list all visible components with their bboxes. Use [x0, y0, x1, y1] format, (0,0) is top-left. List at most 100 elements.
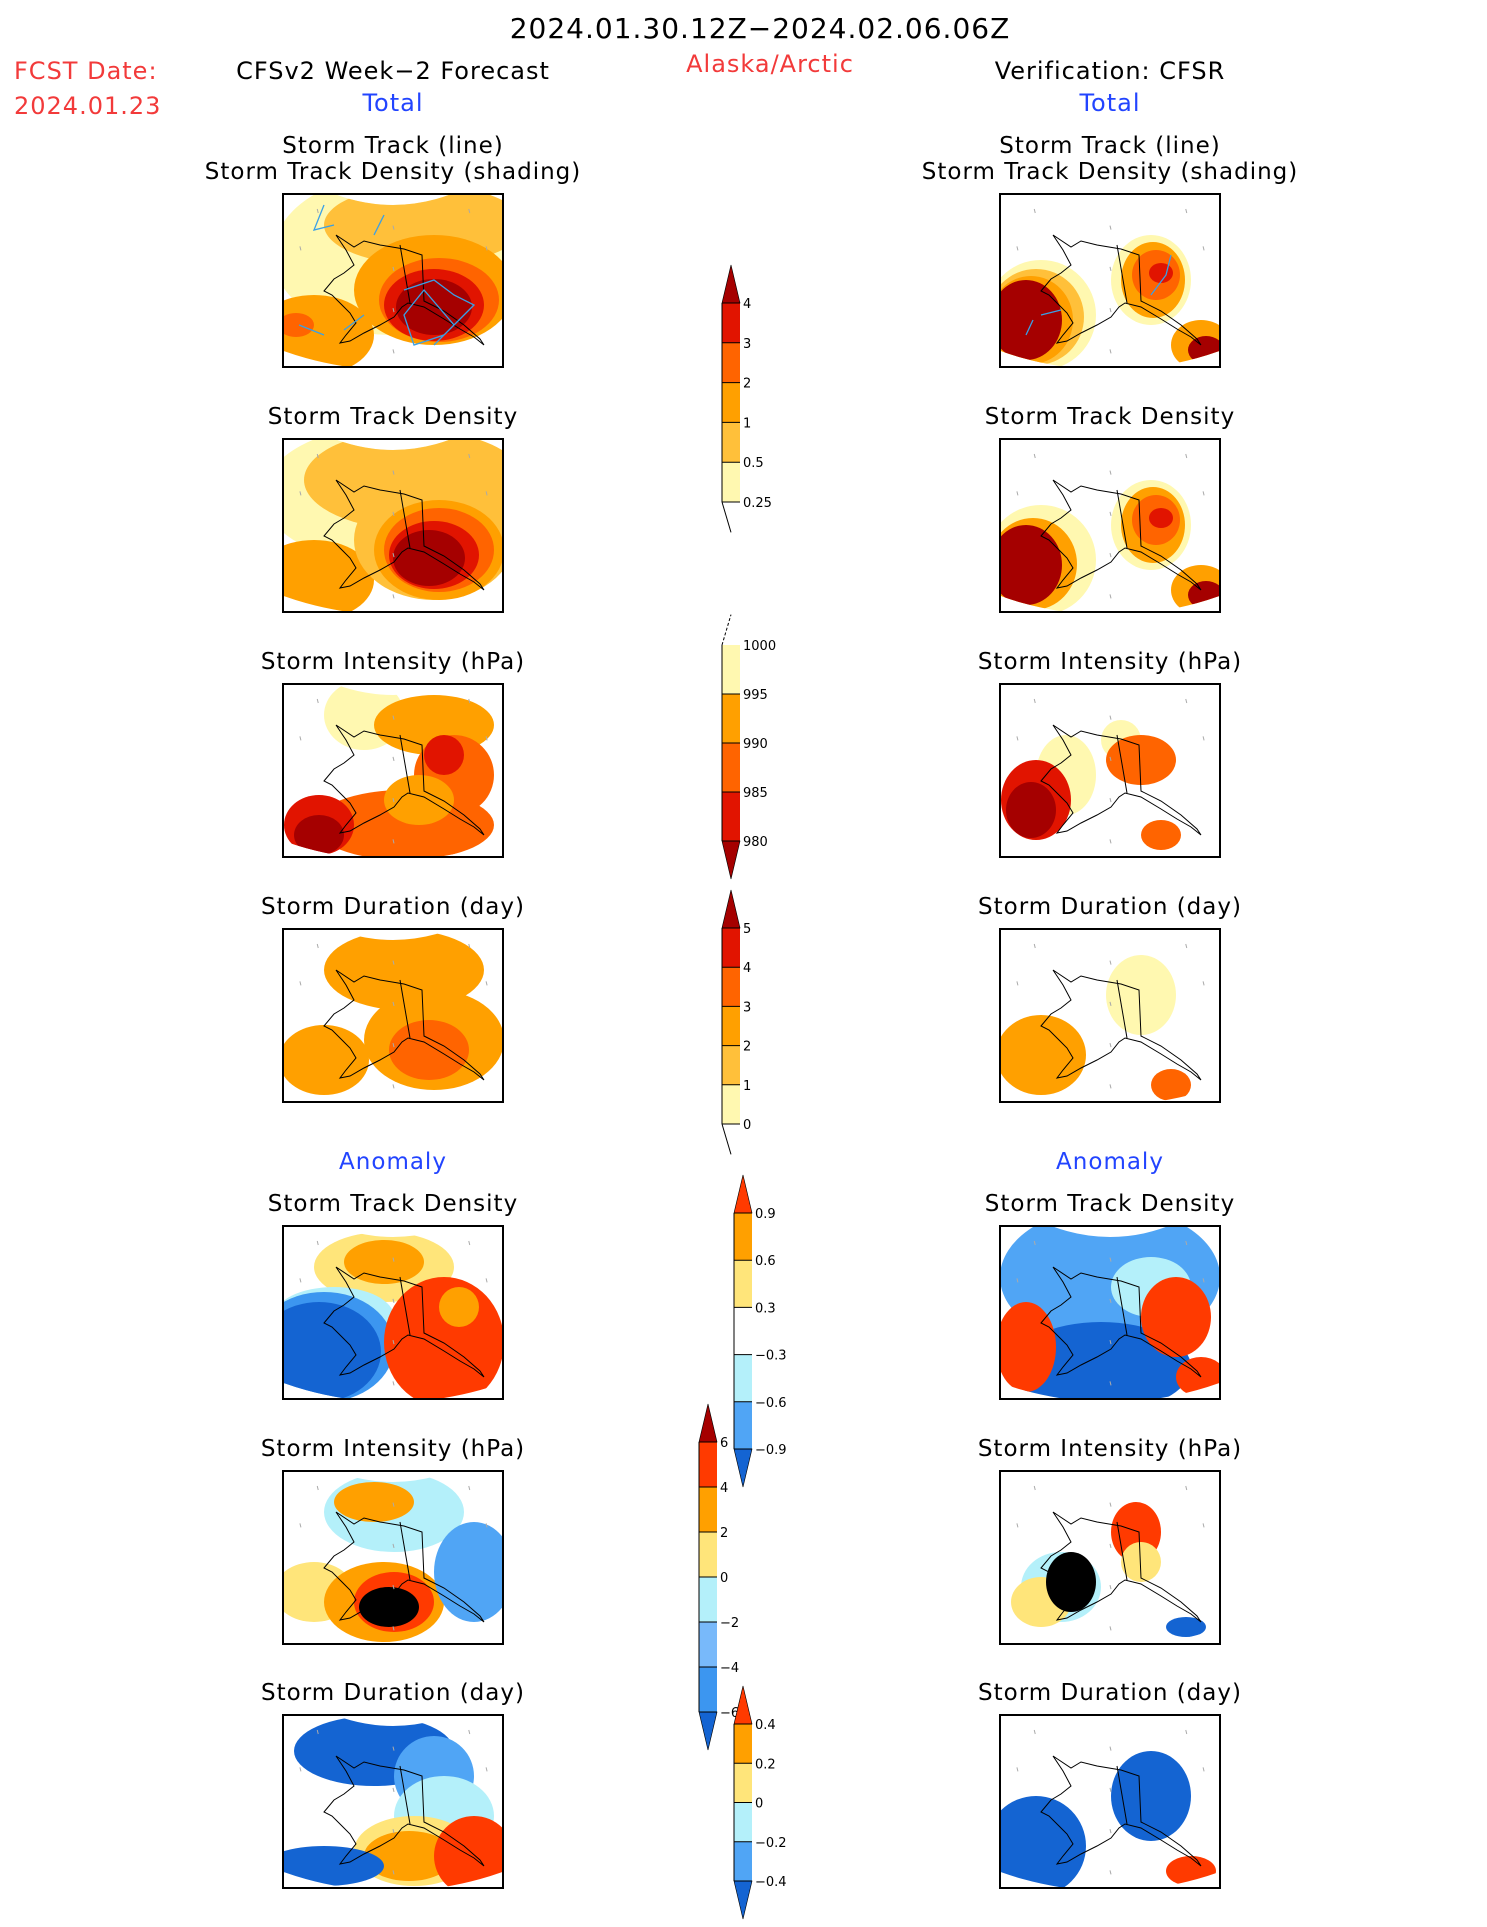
shaded-field — [334, 1482, 414, 1522]
grid-tick — [392, 266, 395, 271]
grid-tick — [468, 1485, 471, 1491]
shaded-field — [284, 1302, 381, 1398]
grid-tick — [392, 960, 395, 965]
shaded-field — [424, 735, 464, 775]
grid-tick — [1109, 553, 1112, 558]
border-line — [399, 244, 411, 304]
grid-tick — [1109, 349, 1112, 354]
forecast-anomaly-intensity-map — [282, 1470, 504, 1645]
grid-tick — [1109, 1502, 1112, 1507]
grid-tick — [299, 1523, 302, 1528]
border-line — [399, 1765, 411, 1825]
colorbar-extend-min — [733, 1880, 753, 1920]
shaded-field — [1001, 1302, 1056, 1392]
grid-tick — [392, 1340, 395, 1345]
shaded-field — [434, 1522, 502, 1622]
forecast-column-title: CFSv2 Week−2 Forecast — [236, 57, 550, 85]
coastline — [1040, 969, 1202, 1081]
verification-total-duration-map — [999, 928, 1221, 1103]
verification-total-label: Total — [1079, 89, 1141, 117]
grid-tick — [1109, 1543, 1112, 1548]
storm-track-line — [298, 324, 325, 336]
panel-title: Storm Track Density (shading) — [921, 159, 1299, 185]
grid-tick — [1109, 1043, 1112, 1048]
coastline — [1040, 1266, 1202, 1378]
colorbar-svg: 4 3 2 1 0.5 0.25 — [721, 264, 772, 533]
colorbar-svg: 6 4 2 0 −2 −4 −6 — [698, 1403, 739, 1751]
grid-tick — [1202, 981, 1205, 986]
shaded-field — [1001, 1015, 1086, 1095]
colorbar-box — [722, 342, 740, 383]
forecast-anomaly-density-map — [282, 1225, 504, 1400]
colorbar-tick-label: 4 — [743, 297, 751, 312]
grid-tick — [468, 453, 471, 459]
panel-title: Storm Track Density — [984, 404, 1236, 430]
panel-title: Storm Duration (day) — [261, 1680, 525, 1706]
grid-tick — [1185, 943, 1188, 949]
colorbar-box — [699, 1577, 717, 1622]
grid-tick — [1109, 225, 1112, 230]
shaded-field — [284, 313, 314, 337]
grid-tick — [1109, 839, 1112, 844]
map-svg — [284, 440, 502, 611]
colorbar-box — [722, 1084, 740, 1124]
forecast-anomaly-label: Anomaly — [339, 1149, 447, 1175]
colorbar-tick-label: 4 — [743, 961, 751, 976]
grid-tick — [1202, 736, 1205, 741]
grid-tick — [485, 981, 488, 986]
panel-title: Storm Duration (day) — [978, 894, 1242, 920]
panel-title: Storm Intensity (hPa) — [977, 1436, 1243, 1462]
colorbar-box — [722, 422, 740, 463]
grid-tick — [468, 1240, 471, 1246]
grid-tick — [485, 1278, 488, 1283]
verification-total-track-density-map — [999, 193, 1221, 368]
colorbar-box — [699, 1487, 717, 1532]
coastline — [323, 1266, 485, 1378]
grid-tick — [1109, 960, 1112, 965]
grid-tick — [392, 1298, 395, 1303]
colorbar-tick-label: 3 — [743, 1000, 751, 1015]
grid-tick — [1185, 1240, 1188, 1246]
grid-tick — [299, 1767, 302, 1772]
shaded-field — [1121, 1542, 1161, 1582]
shaded-field — [384, 775, 454, 825]
colorbar-box — [699, 1532, 717, 1577]
grid-tick — [1109, 798, 1112, 803]
colorbar-tick-label: −0.4 — [755, 1875, 787, 1890]
colorbar-tick-label: −0.3 — [755, 1349, 787, 1364]
colorbar-tick-label: −0.9 — [755, 1443, 787, 1458]
colorbar-tick-label: 2 — [743, 377, 751, 392]
colorbar-svg: 1000 995 990 985 980 — [721, 614, 776, 880]
grid-tick — [1016, 1523, 1019, 1528]
colorbar-tail — [721, 1123, 732, 1155]
map-svg — [1001, 943, 1205, 1101]
colorbar-extend-max — [721, 889, 741, 929]
map-svg — [284, 1472, 502, 1642]
grid-tick — [316, 1729, 319, 1735]
grid-tick — [1109, 756, 1112, 761]
colorbar-tick-label: −0.2 — [755, 1836, 787, 1851]
panel-title: Storm Track Density (shading) — [204, 159, 582, 185]
shaded-field — [1166, 1856, 1216, 1886]
storm-track-line — [403, 279, 476, 346]
colorbar-extend-min — [698, 1711, 718, 1751]
storm-track-line — [312, 204, 335, 231]
colorbar-box — [722, 382, 740, 423]
colorbar-tick-label: −0.6 — [755, 1396, 787, 1411]
colorbar-tick-label: 985 — [743, 786, 768, 801]
colorbar-tick-label: 980 — [743, 835, 768, 850]
colorbar-box — [734, 1401, 752, 1449]
panel-title: Storm Intensity (hPa) — [260, 1436, 526, 1462]
colorbar-tick-label: 4 — [720, 1481, 728, 1496]
shaded-field — [389, 1020, 469, 1080]
grid-tick — [485, 1767, 488, 1772]
border-line — [399, 734, 411, 794]
grid-tick — [1185, 698, 1188, 704]
colorbar-tick-label: 1000 — [743, 639, 776, 654]
colorbar-tick-label: 0.25 — [743, 496, 772, 511]
panel-title: Storm Track Density — [267, 1191, 519, 1217]
border-line — [1116, 1276, 1128, 1336]
colorbar-tick-label: 0.6 — [755, 1254, 776, 1269]
border-line — [1116, 979, 1128, 1039]
grid-tick — [316, 943, 319, 949]
